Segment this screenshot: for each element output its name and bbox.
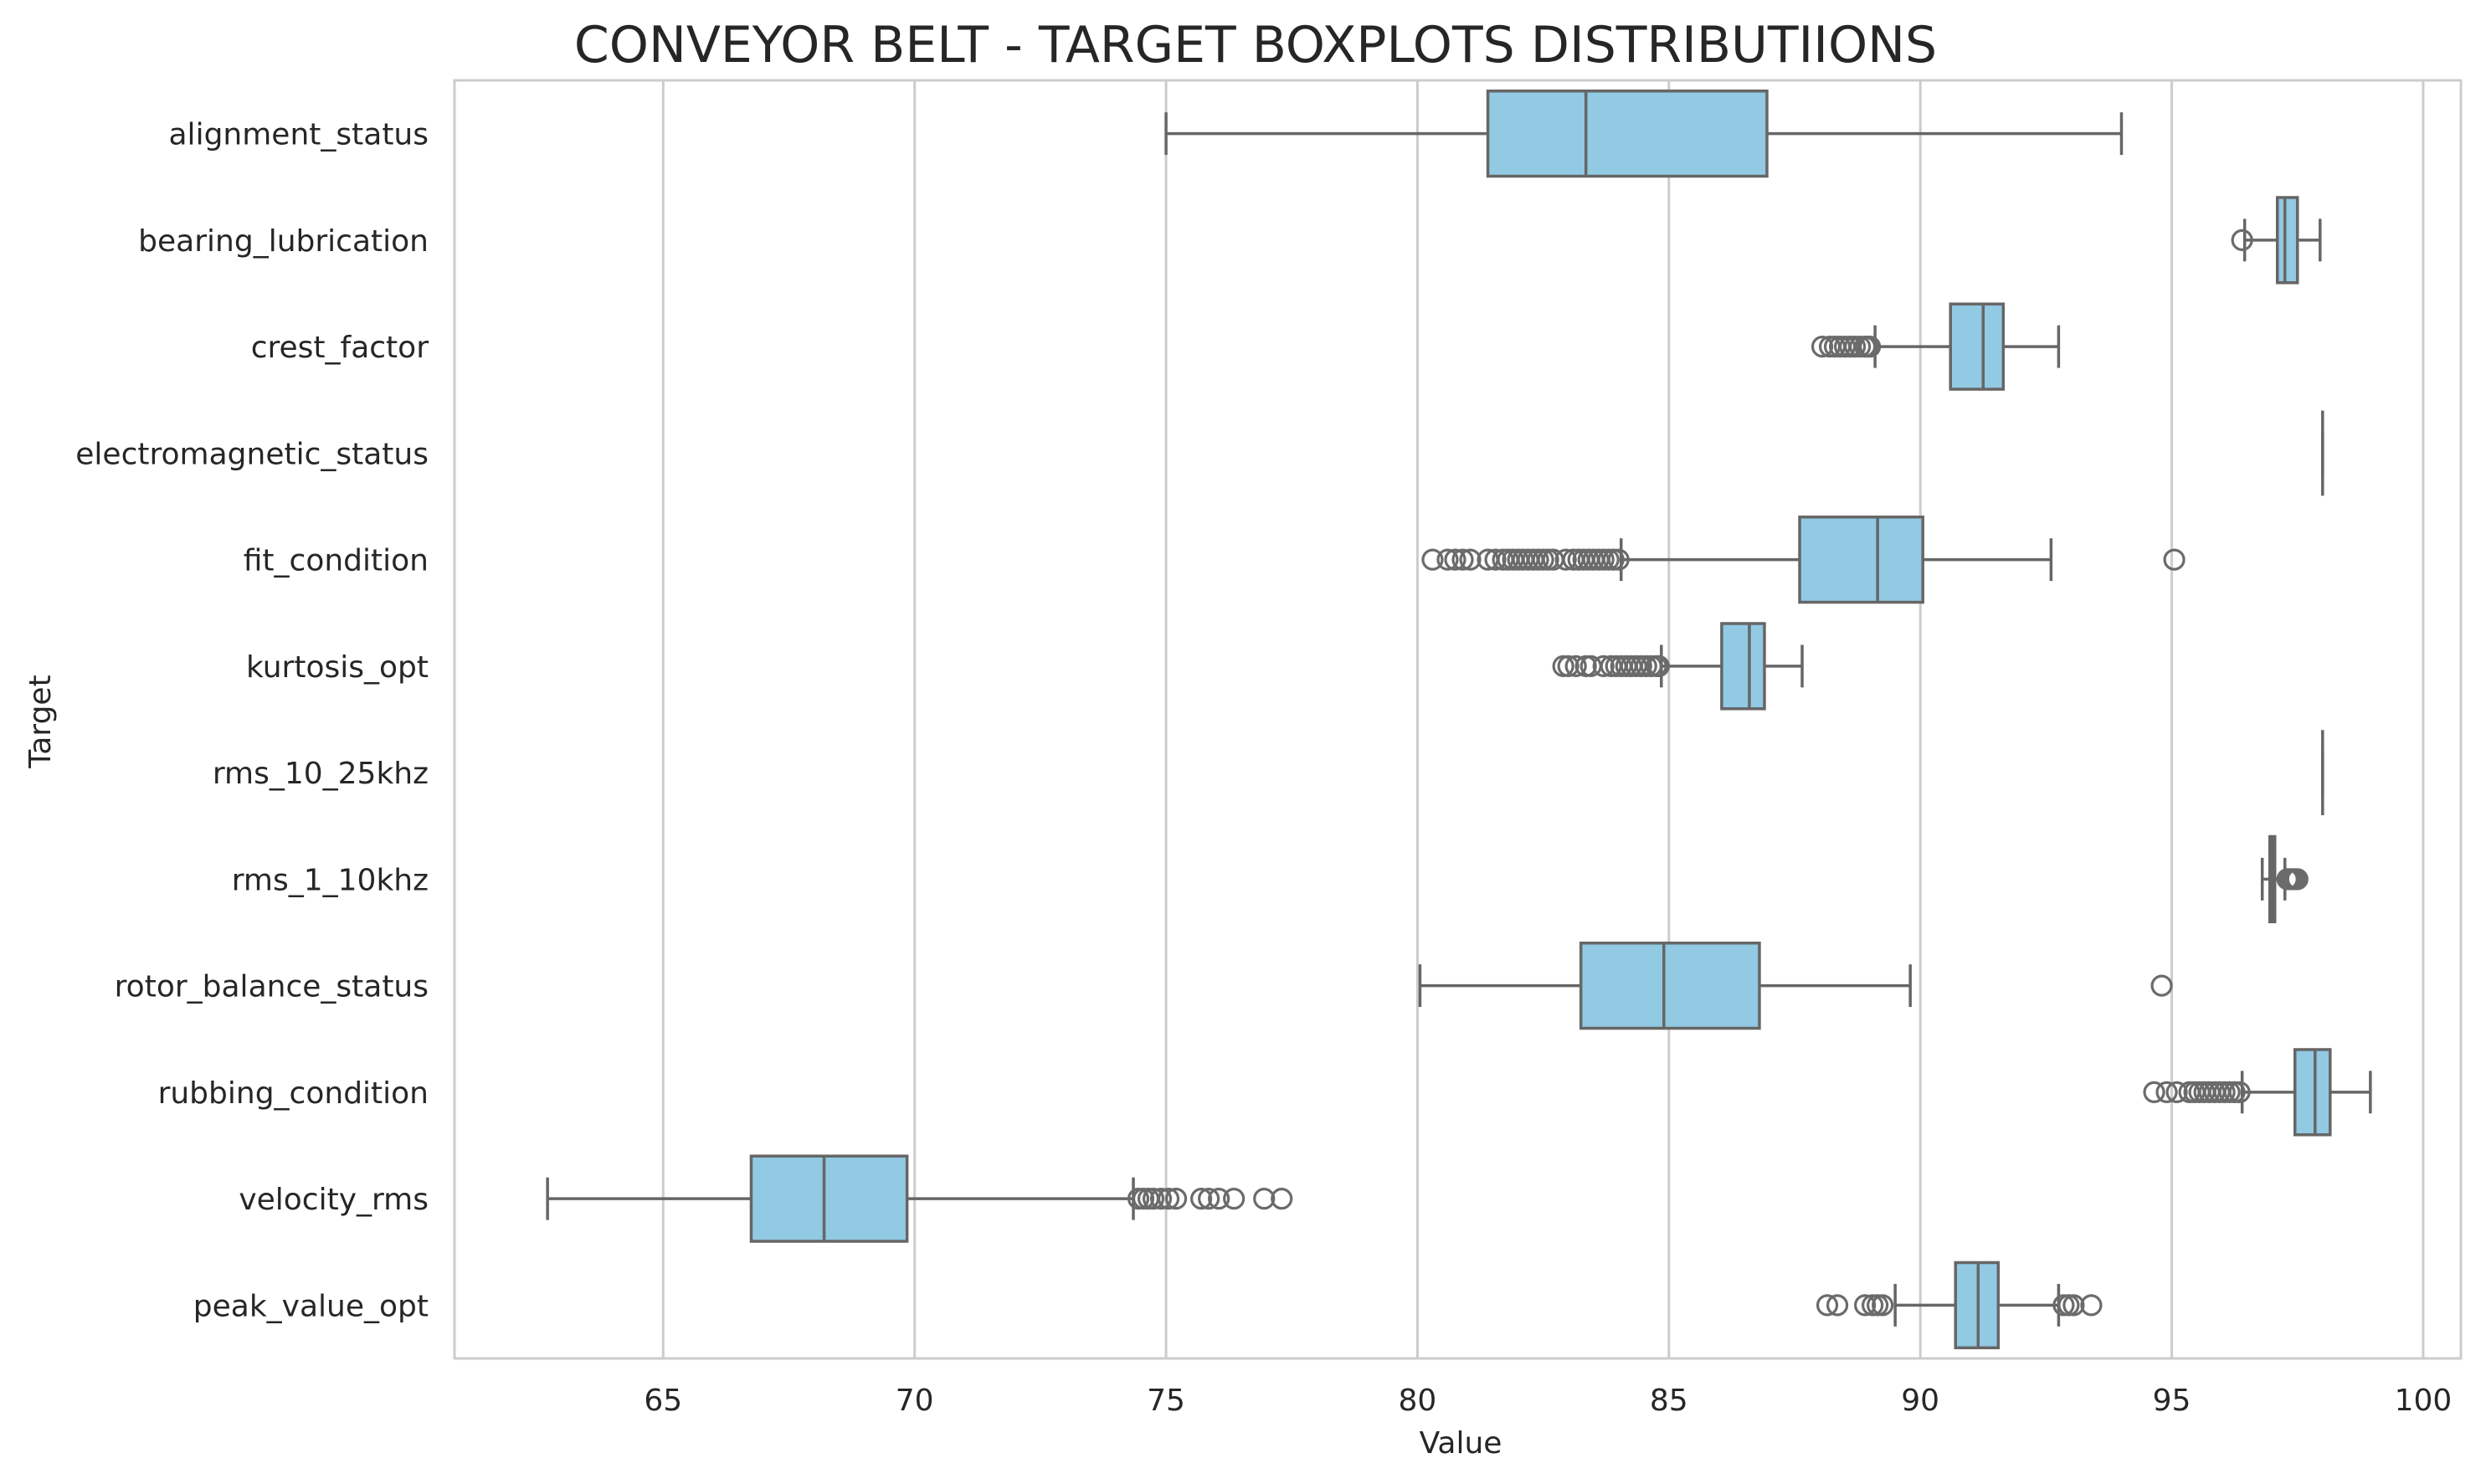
x-tick-label-85: 85 (1650, 1384, 1688, 1418)
outlier-point (1164, 1188, 1188, 1210)
x-tick-label-75: 75 (1147, 1384, 1185, 1418)
outlier-point (1816, 1294, 1839, 1317)
outlier-point (2143, 1081, 2165, 1103)
outlier-point (2163, 548, 2186, 571)
iqr-box (1949, 302, 2006, 391)
y-axis-ticks: alignment_status bearing_lubricationcrest… (75, 118, 429, 1324)
outlier-point (1826, 1294, 1849, 1317)
outlier-point (1451, 548, 1474, 571)
x-axis-label: Value (1420, 1426, 1502, 1461)
box-bearing_lubrication (2231, 196, 2322, 285)
x-tick-label-80: 80 (1399, 1384, 1437, 1418)
x-axis-ticks: 65 70 75 80 85 90 95 100 (644, 1384, 2452, 1418)
chart-title: CONVEYOR BELT - TARGET BOXPLOTS DISTRIBU… (574, 16, 1937, 74)
outlier-point (2231, 229, 2253, 251)
outlier-point (1142, 1188, 1165, 1210)
iqr-box (1579, 941, 1761, 1030)
plot-frame (453, 79, 2463, 1360)
y-axis-label: Target (23, 675, 58, 768)
y-tick-label-electromagnetic_status: electromagnetic_status (75, 437, 429, 471)
outlier-point (2155, 1081, 2178, 1103)
outlier-point (2286, 868, 2309, 891)
outlier-point (2080, 1294, 2103, 1317)
outlier-point (2062, 1294, 2085, 1317)
outlier-point (1484, 548, 1507, 571)
box-fit_condition (1421, 515, 2186, 604)
box-crest_factor (1811, 302, 2061, 391)
outlier-point (2150, 974, 2173, 997)
box-kurtosis_opt (1552, 622, 1804, 711)
box-rms_1_10khz (2260, 834, 2309, 924)
outlier-point (1253, 1188, 1276, 1210)
outlier-point (1854, 1294, 1877, 1317)
x-tick-label-70: 70 (896, 1384, 934, 1418)
y-tick-label-crest_factor: crest_factor (251, 331, 429, 365)
y-tick-label-rotor_balance_status: rotor_balance_status (115, 970, 429, 1004)
outlier-point (1190, 1188, 1213, 1210)
outlier-point (1444, 548, 1466, 571)
box-rubbing_condition (2143, 1048, 2372, 1137)
iqr-box (2275, 196, 2299, 285)
outlier-point (1872, 1294, 1894, 1317)
outlier-point (1557, 655, 1579, 677)
outlier-point (1811, 336, 1834, 358)
x-tick-label-90: 90 (1901, 1384, 1939, 1418)
outlier-point (1208, 1188, 1230, 1210)
x-tick-label-95: 95 (2153, 1384, 2191, 1418)
box-alignment_status (1164, 89, 2124, 178)
outlier-point (1223, 1188, 1246, 1210)
outlier-point (1149, 1188, 1173, 1210)
iqr-box (1798, 515, 1924, 604)
x-tick-label-100: 100 (2395, 1384, 2453, 1418)
outlier-point (1436, 548, 1459, 571)
outlier-point (1271, 1188, 1293, 1210)
box-velocity_rms (546, 1154, 1293, 1243)
iqr-box (1720, 622, 1766, 711)
outlier-point (2165, 1081, 2188, 1103)
y-tick-label-alignment_status: alignment_status (169, 118, 429, 152)
outlier-point (1421, 548, 1444, 571)
y-tick-label-peak_value_opt: peak_value_opt (193, 1289, 429, 1323)
y-tick-label-kurtosis_opt: kurtosis_opt (246, 650, 429, 685)
box-peak_value_opt (1816, 1261, 2103, 1350)
y-tick-label-bearing_lubrication: bearing_lubrication (138, 224, 429, 259)
outlier-point (1592, 655, 1615, 677)
iqr-box (1486, 89, 1769, 178)
iqr-box (749, 1154, 909, 1243)
y-tick-label-rms_10_25khz: rms_10_25khz (213, 757, 429, 791)
outlier-point (1459, 548, 1482, 571)
outlier-point (1198, 1188, 1220, 1210)
y-tick-label-rms_1_10khz: rms_1_10khz (232, 863, 429, 897)
outlier-point (1647, 655, 1670, 677)
box-rotor_balance_status (1418, 941, 2173, 1030)
y-tick-label-velocity_rms: velocity_rms (239, 1183, 429, 1217)
grid-lines (661, 80, 2425, 1358)
iqr-box (2293, 1048, 2332, 1137)
outlier-point (1859, 336, 1882, 358)
outlier-point (2228, 1081, 2251, 1103)
box-series (546, 89, 2372, 1350)
outlier-point (1554, 548, 1577, 571)
outlier-point (1607, 548, 1630, 571)
y-tick-label-rubbing_condition: rubbing_condition (158, 1076, 429, 1111)
x-tick-label-65: 65 (644, 1384, 682, 1418)
outlier-point (1564, 655, 1587, 677)
outlier-point (1157, 1188, 1180, 1210)
y-tick-label-fit_condition: fit_condition (244, 544, 429, 578)
